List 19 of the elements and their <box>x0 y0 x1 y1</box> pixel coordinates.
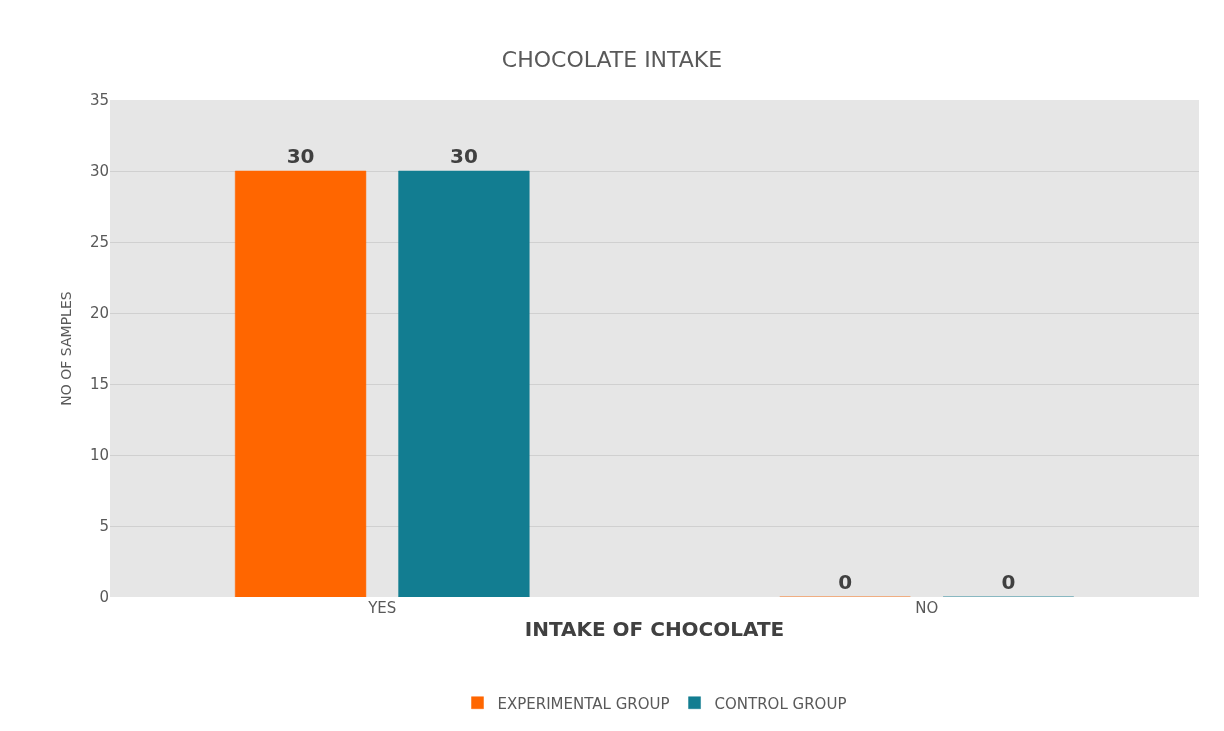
legend-label: EXPERIMENTAL GROUP <box>497 694 670 713</box>
y-tick-label: 25 <box>89 233 109 252</box>
data-label: 0 <box>1001 570 1016 594</box>
y-axis-title: NO OF SAMPLES <box>57 291 74 406</box>
x-tick-label: NO <box>915 599 939 617</box>
y-tick-label: 35 <box>89 91 109 110</box>
data-label: 30 <box>450 144 478 168</box>
x-axis-title: INTAKE OF CHOCOLATE <box>524 616 785 641</box>
chart-title: CHOCOLATE INTAKE <box>501 46 723 72</box>
legend-label: CONTROL GROUP <box>714 694 847 713</box>
y-tick-label: 30 <box>89 162 109 181</box>
y-tick-label: 20 <box>89 304 109 323</box>
data-label: 30 <box>286 144 315 168</box>
y-tick-label: 0 <box>99 588 109 607</box>
x-tick-label: YES <box>367 599 397 617</box>
y-tick-label: 5 <box>99 517 109 536</box>
y-tick-label: 15 <box>89 375 109 394</box>
data-label: 0 <box>838 570 853 594</box>
y-tick-label: 10 <box>89 446 109 465</box>
